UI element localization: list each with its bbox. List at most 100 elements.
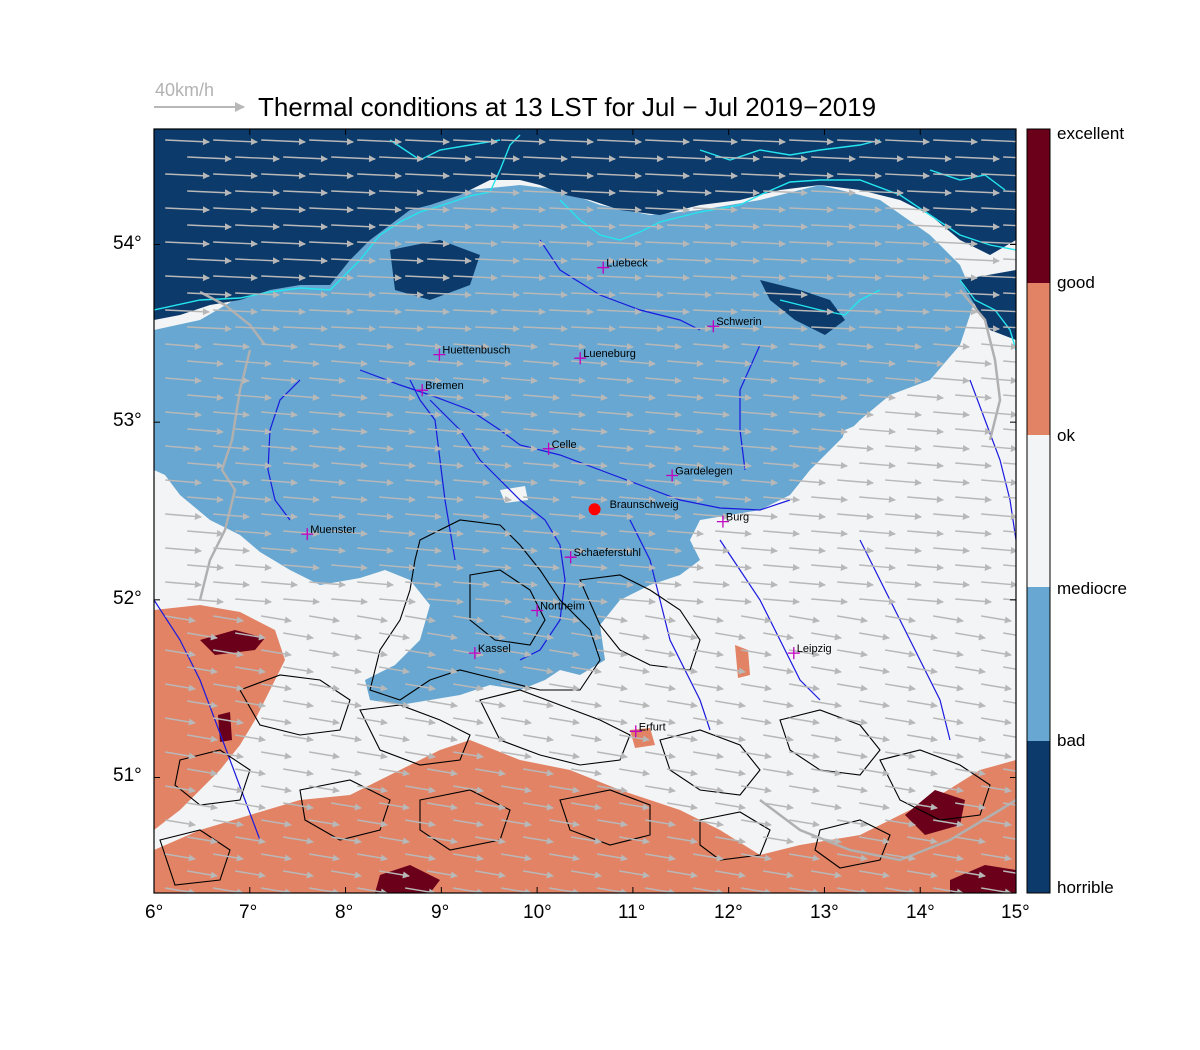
wind-arrow bbox=[453, 819, 484, 828]
wind-arrow bbox=[405, 683, 436, 692]
wind-arrow bbox=[885, 580, 922, 588]
wind-arrow bbox=[667, 291, 712, 299]
wind-arrow bbox=[1003, 666, 1016, 670]
wind-arrow bbox=[379, 870, 410, 879]
wind-arrow bbox=[453, 751, 484, 760]
wind-arrow bbox=[693, 615, 724, 624]
wind-arrow bbox=[763, 529, 800, 537]
wind-arrow bbox=[331, 597, 368, 605]
wind-arrow bbox=[715, 223, 760, 231]
wind-arrow bbox=[405, 649, 436, 658]
wind-arrow bbox=[693, 172, 738, 180]
wind-arrow bbox=[667, 257, 712, 265]
wind-arrow bbox=[523, 870, 554, 879]
excellent-zone-southeast bbox=[905, 790, 965, 835]
wind-arrow bbox=[597, 853, 628, 862]
wind-arrow bbox=[741, 240, 786, 248]
wind-arrow bbox=[933, 887, 964, 893]
wind-arrow bbox=[837, 478, 874, 486]
wind-arrow bbox=[907, 563, 944, 571]
city-label: Muenster bbox=[310, 524, 356, 536]
wind-arrow bbox=[213, 683, 244, 692]
wind-arrow bbox=[501, 649, 532, 658]
wind-arrow bbox=[357, 785, 388, 794]
wind-arrow bbox=[885, 376, 922, 384]
wind-arrow bbox=[811, 563, 848, 571]
wind-arrow bbox=[309, 274, 354, 282]
wind-arrow bbox=[309, 751, 340, 760]
wind-arrow bbox=[981, 444, 1016, 452]
wind-arrow bbox=[427, 393, 464, 401]
wind-arrow bbox=[981, 546, 1016, 554]
wind-arrow bbox=[453, 615, 484, 624]
wind-arrow bbox=[261, 138, 306, 146]
wind-arrow bbox=[549, 546, 586, 554]
wind-arrow bbox=[213, 376, 250, 384]
wind-arrow bbox=[453, 887, 484, 893]
wind-arrow bbox=[715, 632, 746, 641]
wind-arrow bbox=[811, 529, 848, 537]
wind-arrow bbox=[357, 240, 402, 248]
wind-arrow bbox=[645, 376, 682, 384]
city-marker bbox=[597, 261, 610, 274]
wind-arrow bbox=[453, 512, 490, 520]
wind-arrow bbox=[571, 870, 602, 879]
colorbar-frame bbox=[1026, 128, 1051, 894]
wind-arrow bbox=[165, 546, 202, 554]
wind-arrow bbox=[309, 717, 340, 726]
wind-arrow bbox=[907, 291, 952, 299]
wind-arrow bbox=[283, 393, 320, 401]
wind-arrow bbox=[379, 291, 424, 299]
wind-arrow bbox=[645, 308, 690, 316]
wind-arrow bbox=[549, 512, 586, 520]
wind-arrow bbox=[405, 376, 442, 384]
wind-arrow bbox=[501, 478, 538, 486]
wind-arrow bbox=[1003, 836, 1016, 840]
wind-arrow bbox=[331, 257, 376, 265]
wind-arrow bbox=[549, 478, 586, 486]
wind-arrow bbox=[981, 139, 1016, 143]
wind-arrow bbox=[981, 785, 1012, 794]
wind-vectors bbox=[165, 138, 1016, 893]
wind-arrow bbox=[283, 734, 314, 743]
wind-arrow bbox=[885, 172, 930, 180]
city-label: Celle bbox=[552, 439, 577, 451]
wind-arrow bbox=[981, 275, 1016, 279]
wind-arrow bbox=[907, 700, 938, 709]
wind-arrow bbox=[811, 325, 856, 333]
wind-arrow bbox=[1003, 530, 1016, 533]
wind-arrow bbox=[475, 666, 506, 675]
wind-arrow bbox=[235, 632, 266, 641]
wind-arrow bbox=[235, 393, 272, 401]
wind-arrow bbox=[693, 376, 730, 384]
wind-arrow bbox=[501, 819, 532, 828]
wind-arrow bbox=[741, 615, 772, 624]
wind-arrow bbox=[619, 836, 650, 845]
wind-arrow bbox=[693, 308, 738, 316]
wind-arrow bbox=[523, 155, 568, 163]
wind-arrow bbox=[357, 751, 388, 760]
wind-arrow bbox=[981, 309, 1016, 313]
wind-arrow bbox=[235, 870, 266, 879]
wind-arrow bbox=[981, 580, 1016, 588]
city-marker bbox=[433, 348, 446, 361]
wind-arrow bbox=[357, 580, 394, 588]
wind-arrow bbox=[981, 478, 1016, 486]
map-frame bbox=[153, 128, 1017, 894]
wind-arrow bbox=[667, 870, 698, 879]
wind-arrow bbox=[741, 717, 772, 726]
wind-arrow bbox=[405, 546, 442, 554]
wind-arrow bbox=[405, 580, 442, 588]
wind-arrow bbox=[667, 632, 698, 641]
wind-arrow bbox=[933, 853, 964, 862]
wind-arrow bbox=[933, 683, 964, 692]
wind-arrow bbox=[261, 410, 298, 418]
wind-arrow bbox=[933, 274, 978, 282]
wind-arrow bbox=[859, 359, 896, 367]
city-marker bbox=[531, 604, 544, 617]
wind-arrow bbox=[933, 138, 978, 146]
wind-arrow bbox=[213, 444, 250, 452]
wind-arrow bbox=[907, 734, 938, 743]
wind-arrow bbox=[571, 666, 602, 675]
